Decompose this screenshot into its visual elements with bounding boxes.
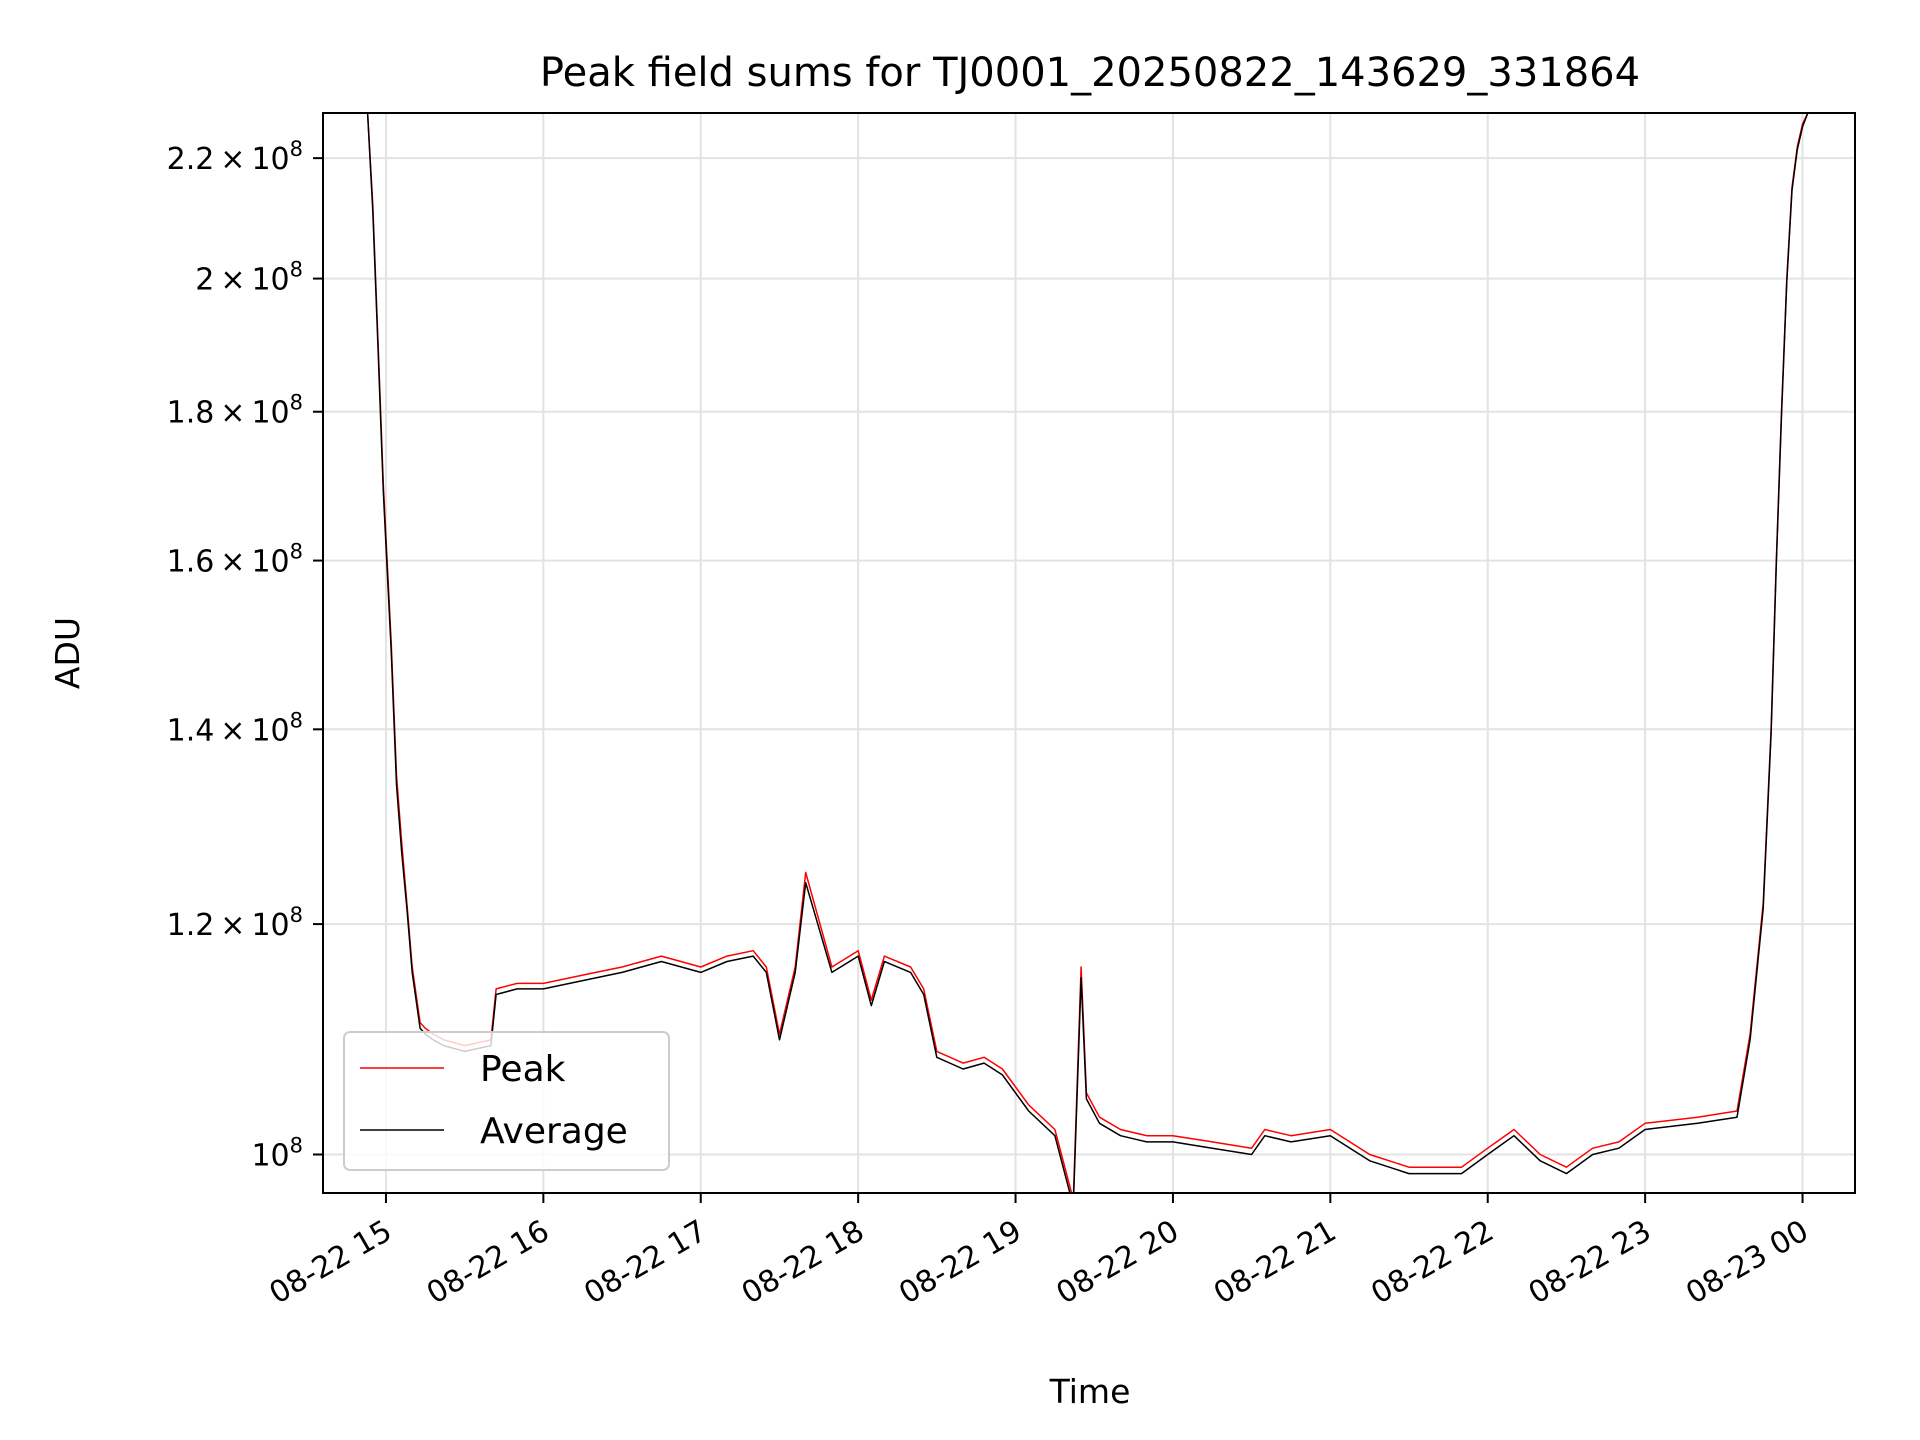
y-tick-label: 1.2 × 108 — [167, 903, 303, 943]
legend-box — [343, 1031, 670, 1171]
legend-label-average: Average — [480, 1111, 628, 1152]
chart-title: Peak field sums for TJ0001_20250822_1436… — [540, 50, 1640, 96]
x-axis-label: Time — [1049, 1372, 1131, 1411]
grid — [323, 113, 1855, 1193]
y-tick-label: 2 × 108 — [195, 258, 303, 298]
y-axis-ticks: 108 1.2 × 108 1.4 × 108 1.6 × 108 1.8 × 108 2… — [167, 137, 323, 1174]
y-tick-label: 1.6 × 108 — [167, 540, 303, 580]
y-axis-label: ADU — [48, 617, 87, 689]
plot-frame — [322, 112, 1856, 1194]
y-tick-label: 2.2 × 108 — [167, 137, 303, 177]
y-tick-label: 108 — [251, 1134, 303, 1174]
y-tick-label: 1.4 × 108 — [167, 708, 303, 748]
legend: Peak Average — [343, 1031, 670, 1171]
legend-label-peak: Peak — [480, 1049, 566, 1090]
y-tick-label: 1.8 × 108 — [167, 391, 303, 431]
